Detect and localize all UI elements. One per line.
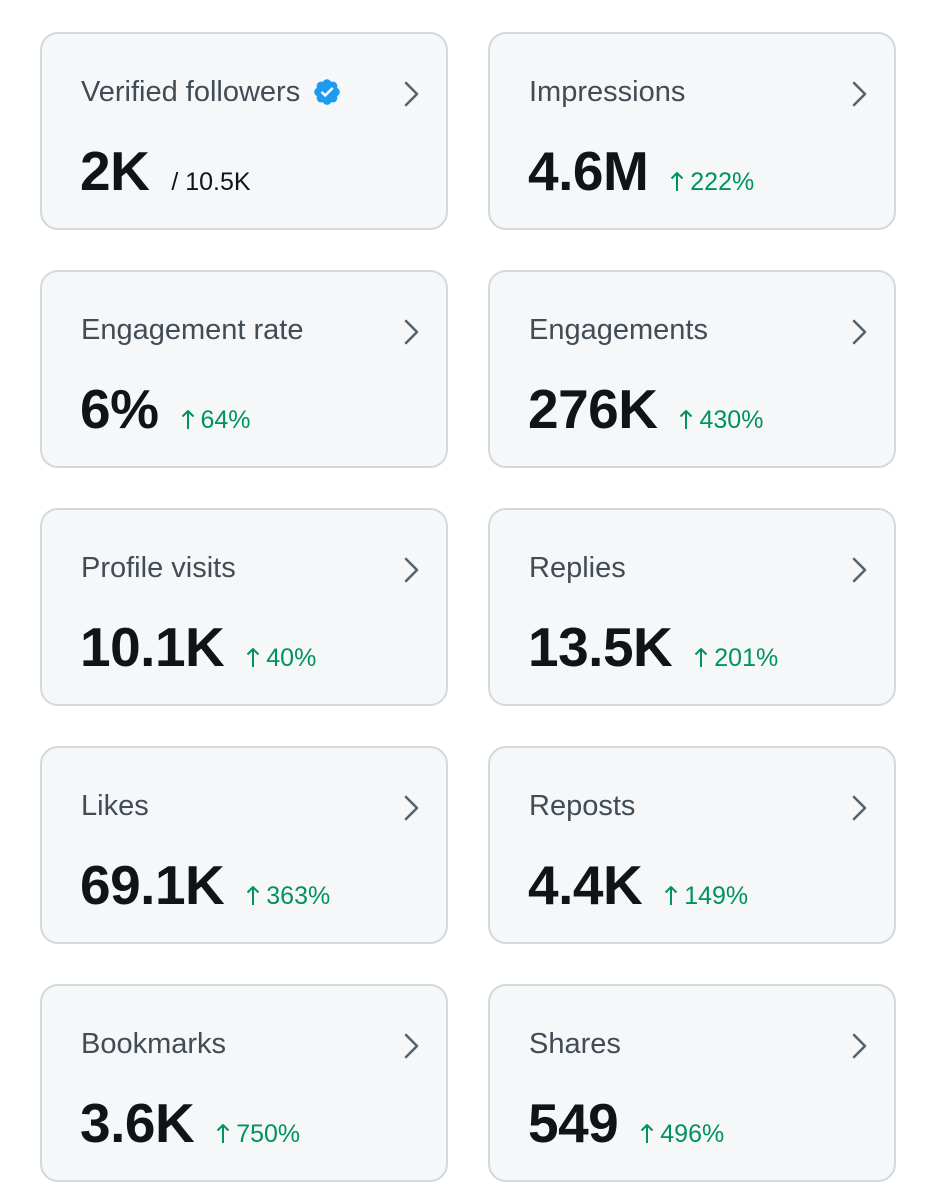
arrow-up-icon	[247, 648, 260, 667]
metric-value-row: 13.5K 201%	[528, 616, 778, 678]
arrow-up-icon	[641, 1124, 654, 1143]
metric-label: Reposts	[529, 790, 636, 822]
metric-value-row: 276K 430%	[528, 378, 763, 440]
arrow-up-icon	[695, 648, 708, 667]
metric-change: 430%	[679, 406, 763, 435]
metric-total: / 10.5K	[171, 168, 251, 196]
metric-change: 149%	[664, 882, 748, 911]
metric-value: 276K	[528, 378, 658, 440]
chevron-right-icon[interactable]	[850, 556, 870, 584]
metric-change-value: 750%	[236, 1120, 301, 1148]
metric-label-row: Replies	[529, 550, 626, 586]
verified-badge-icon	[314, 79, 341, 105]
metric-change-value: 496%	[660, 1120, 725, 1148]
metric-label-row: Engagement rate	[81, 312, 303, 348]
metric-card-replies[interactable]: Replies 13.5K 201%	[488, 508, 896, 706]
metric-label-row: Impressions	[529, 74, 685, 110]
metric-label: Bookmarks	[81, 1028, 227, 1060]
analytics-metrics-grid: Verified followers 2K / 10.5K Impression…	[40, 32, 896, 1182]
metric-label-row: Bookmarks	[81, 1026, 226, 1062]
metric-change: 750%	[216, 1120, 300, 1149]
arrow-up-icon	[181, 410, 194, 429]
metric-card-reposts[interactable]: Reposts 4.4K 149%	[488, 746, 896, 944]
metric-card-bookmarks[interactable]: Bookmarks 3.6K 750%	[40, 984, 448, 1182]
chevron-right-icon[interactable]	[402, 794, 422, 822]
metric-label: Likes	[81, 790, 149, 822]
metric-change: 222%	[670, 168, 754, 197]
metric-value: 4.6M	[528, 140, 649, 202]
metric-value: 10.1K	[80, 616, 225, 678]
metric-value-row: 549 496%	[528, 1092, 724, 1154]
metric-label-row: Verified followers	[81, 74, 342, 110]
chevron-right-icon[interactable]	[850, 1032, 870, 1060]
chevron-right-icon[interactable]	[850, 80, 870, 108]
metric-value-row: 10.1K 40%	[80, 616, 316, 678]
metric-value: 549	[528, 1092, 619, 1154]
metric-value-row: 4.6M 222%	[528, 140, 754, 202]
metric-value: 69.1K	[80, 854, 225, 916]
metric-change: 201%	[694, 644, 778, 673]
metric-value-row: 69.1K 363%	[80, 854, 330, 916]
arrow-up-icon	[671, 172, 684, 191]
metric-card-engagement-rate[interactable]: Engagement rate 6% 64%	[40, 270, 448, 468]
chevron-right-icon[interactable]	[850, 318, 870, 346]
metric-change-value: 222%	[690, 168, 755, 196]
metric-value: 6%	[80, 378, 159, 440]
chevron-right-icon[interactable]	[402, 1032, 422, 1060]
metric-label-row: Engagements	[529, 312, 708, 348]
metric-value-row: 2K / 10.5K	[80, 140, 251, 202]
metric-value: 2K	[80, 140, 150, 202]
metric-label: Impressions	[529, 76, 686, 108]
metric-label: Replies	[529, 552, 626, 584]
metric-label: Profile visits	[81, 552, 236, 584]
metric-card-shares[interactable]: Shares 549 496%	[488, 984, 896, 1182]
metric-change: 40%	[246, 644, 316, 673]
arrow-up-icon	[664, 886, 678, 905]
metric-change-value: 363%	[266, 882, 331, 910]
metric-change-value: 201%	[714, 644, 779, 672]
metric-label-row: Likes	[81, 788, 149, 824]
metric-change: 363%	[246, 882, 330, 911]
metric-change-value: 64%	[200, 406, 251, 434]
chevron-right-icon[interactable]	[402, 80, 422, 108]
metric-value-row: 3.6K 750%	[80, 1092, 300, 1154]
metric-change-value: 149%	[684, 882, 749, 910]
arrow-up-icon	[216, 1124, 230, 1143]
metric-label-row: Profile visits	[81, 550, 236, 586]
metric-label: Shares	[529, 1028, 621, 1060]
metric-change-value: 430%	[699, 406, 764, 434]
metric-value-row: 6% 64%	[80, 378, 251, 440]
metric-label: Engagement rate	[81, 314, 304, 346]
metric-card-profile-visits[interactable]: Profile visits 10.1K 40%	[40, 508, 448, 706]
chevron-right-icon[interactable]	[402, 318, 422, 346]
metric-change: 496%	[640, 1120, 724, 1149]
metric-label: Verified followers	[81, 76, 301, 108]
metric-card-engagements[interactable]: Engagements 276K 430%	[488, 270, 896, 468]
chevron-right-icon[interactable]	[850, 794, 870, 822]
metric-change: 64%	[181, 406, 251, 435]
metric-label-row: Reposts	[529, 788, 635, 824]
metric-value: 3.6K	[80, 1092, 195, 1154]
metric-card-impressions[interactable]: Impressions 4.6M 222%	[488, 32, 896, 230]
metric-value: 13.5K	[528, 616, 673, 678]
arrow-up-icon	[680, 410, 693, 429]
chevron-right-icon[interactable]	[402, 556, 422, 584]
metric-card-verified-followers[interactable]: Verified followers 2K / 10.5K	[40, 32, 448, 230]
metric-card-likes[interactable]: Likes 69.1K 363%	[40, 746, 448, 944]
metric-change-value: 40%	[266, 644, 317, 672]
metric-label-row: Shares	[529, 1026, 621, 1062]
metric-label: Engagements	[529, 314, 708, 346]
metric-value-row: 4.4K 149%	[528, 854, 748, 916]
arrow-up-icon	[247, 886, 260, 905]
metric-value: 4.4K	[528, 854, 643, 916]
